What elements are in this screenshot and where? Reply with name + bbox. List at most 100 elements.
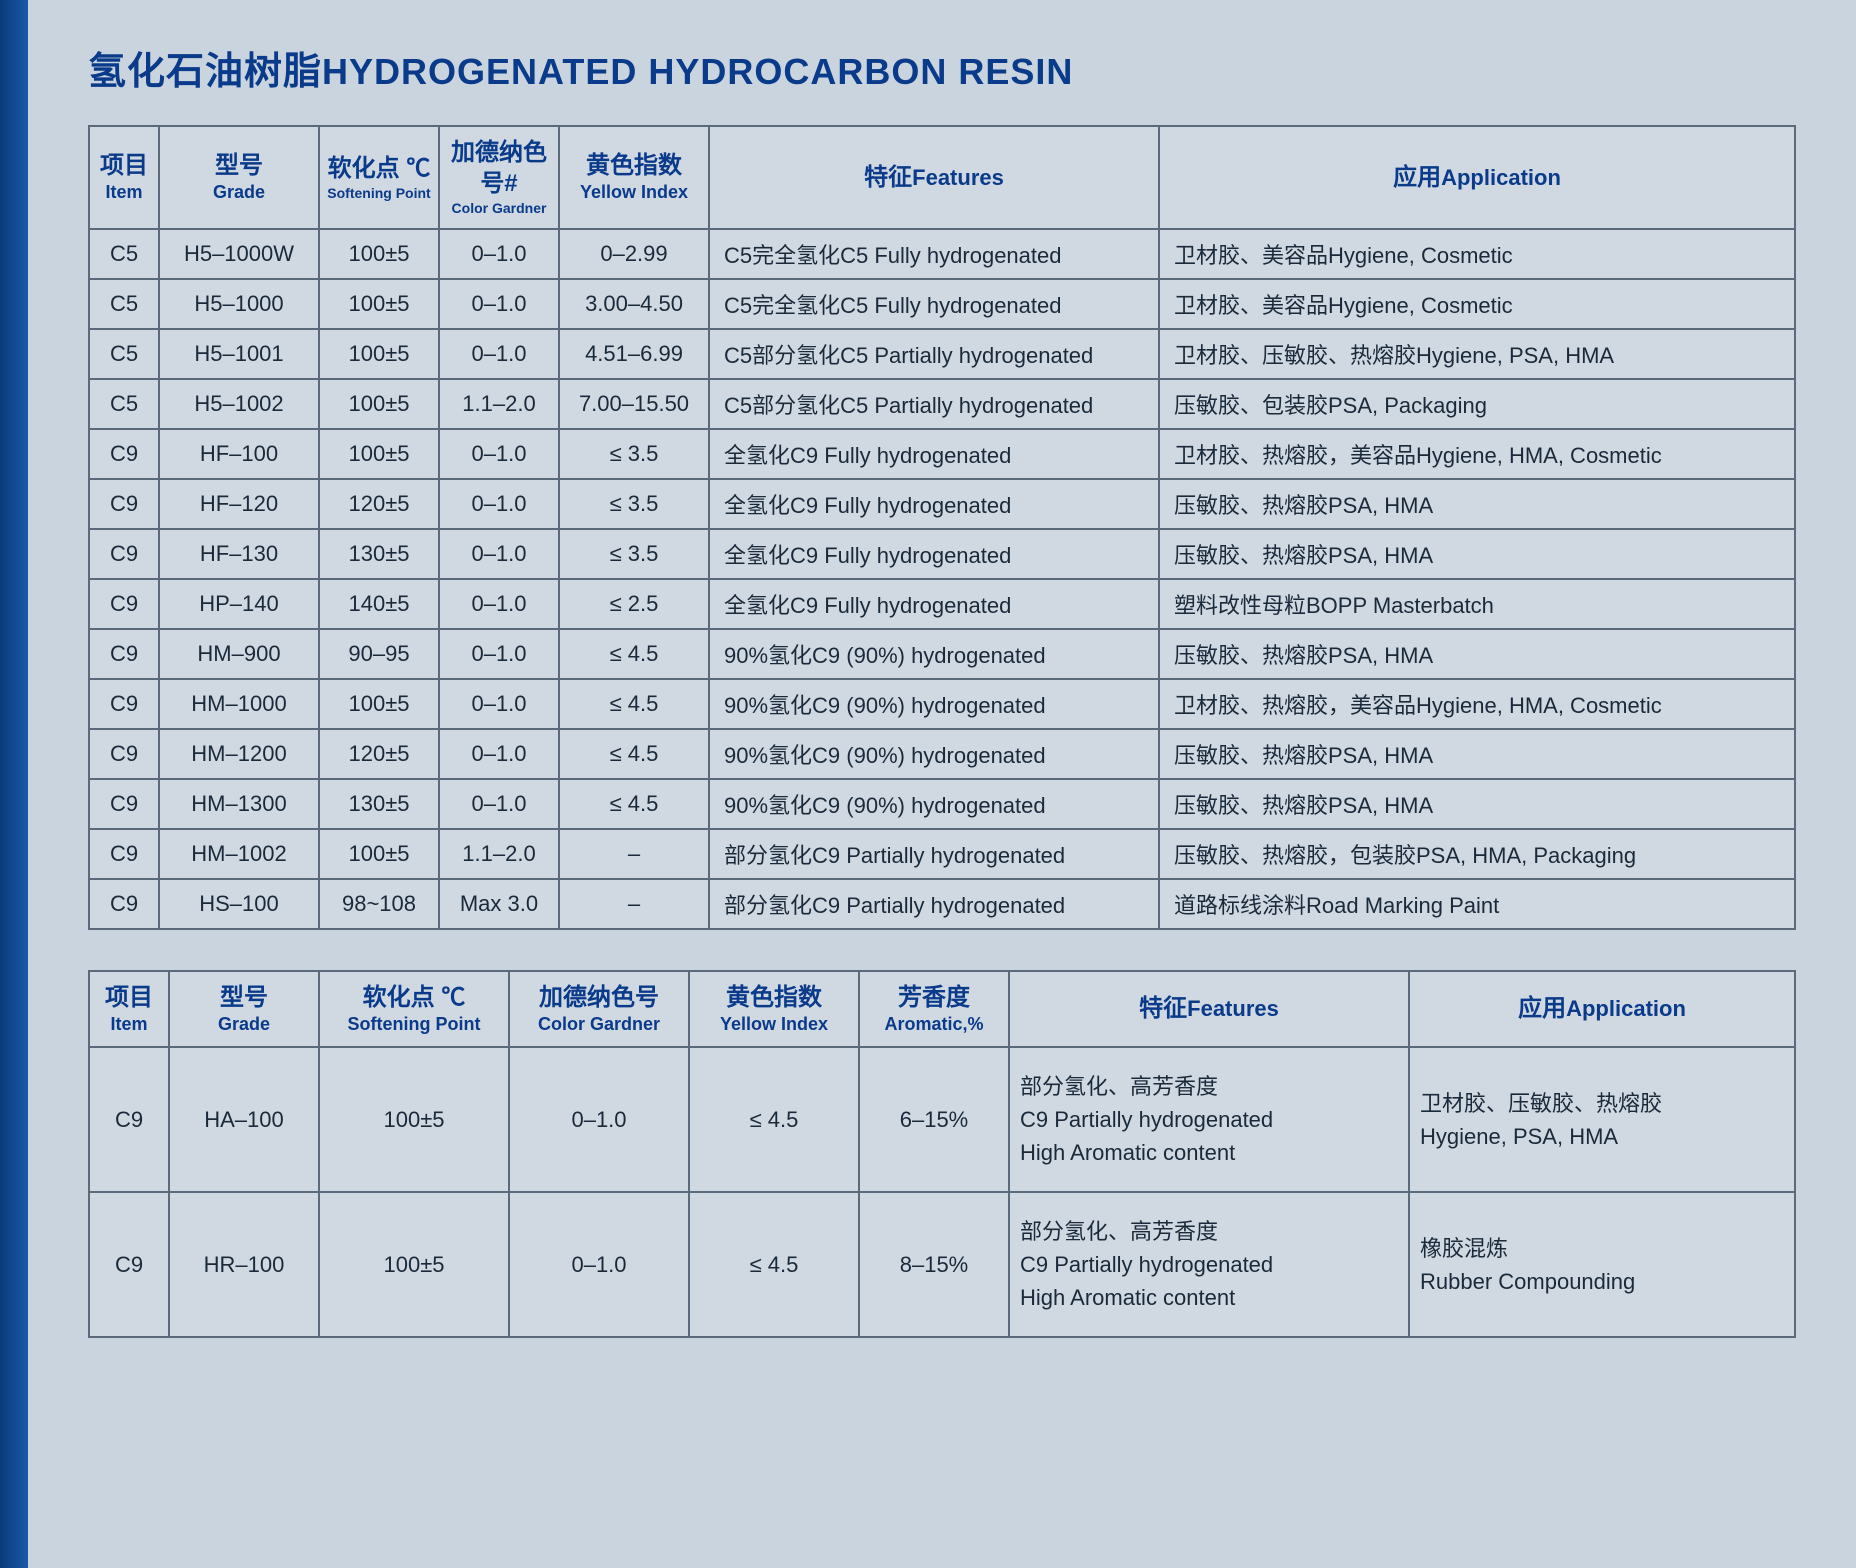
- table-row: C9HM–1200120±50–1.0≤ 4.590%氢化C9 (90%) hy…: [89, 729, 1795, 779]
- th-grade: 型号Grade: [159, 126, 319, 229]
- cell-yellow: ≤ 4.5: [559, 729, 709, 779]
- cell-arom: 8–15%: [859, 1192, 1009, 1337]
- cell-color: 0–1.0: [439, 279, 559, 329]
- cell-feat: 90%氢化C9 (90%) hydrogenated: [709, 729, 1159, 779]
- table-row: C9HP–140140±50–1.0≤ 2.5全氢化C9 Fully hydro…: [89, 579, 1795, 629]
- cell-app: 卫材胶、压敏胶、热熔胶Hygiene, PSA, HMA: [1159, 329, 1795, 379]
- cell-item: C9: [89, 829, 159, 879]
- cell-color: 0–1.0: [439, 429, 559, 479]
- cell-feat: 部分氢化C9 Partially hydrogenated: [709, 829, 1159, 879]
- cell-color: 0–1.0: [439, 629, 559, 679]
- th2-feat: 特征Features: [1009, 971, 1409, 1048]
- cell-color: 0–1.0: [439, 779, 559, 829]
- cell-app: 压敏胶、热熔胶PSA, HMA: [1159, 529, 1795, 579]
- cell-grade: HM–1200: [159, 729, 319, 779]
- cell-app: 卫材胶、美容品Hygiene, Cosmetic: [1159, 279, 1795, 329]
- cell-color: 0–1.0: [439, 579, 559, 629]
- cell-feat: 90%氢化C9 (90%) hydrogenated: [709, 679, 1159, 729]
- cell-feat: 部分氢化、高芳香度C9 Partially hydrogenatedHigh A…: [1009, 1192, 1409, 1337]
- cell-color: 0–1.0: [439, 229, 559, 279]
- cell-color: 1.1–2.0: [439, 379, 559, 429]
- cell-soft: 100±5: [319, 1192, 509, 1337]
- cell-soft: 100±5: [319, 829, 439, 879]
- cell-item: C9: [89, 629, 159, 679]
- table-row: C5H5–1002100±51.1–2.07.00–15.50C5部分氢化C5 …: [89, 379, 1795, 429]
- cell-grade: HM–1300: [159, 779, 319, 829]
- cell-yellow: ≤ 4.5: [559, 779, 709, 829]
- th2-soft: 软化点 ℃Softening Point: [319, 971, 509, 1048]
- table-row: C9HM–1000100±50–1.0≤ 4.590%氢化C9 (90%) hy…: [89, 679, 1795, 729]
- cell-feat: C5部分氢化C5 Partially hydrogenated: [709, 329, 1159, 379]
- cell-soft: 120±5: [319, 479, 439, 529]
- cell-item: C9: [89, 1192, 169, 1337]
- cell-color: 0–1.0: [439, 479, 559, 529]
- table-row: C9HR–100100±50–1.0≤ 4.58–15%部分氢化、高芳香度C9 …: [89, 1192, 1795, 1337]
- cell-soft: 100±5: [319, 229, 439, 279]
- cell-soft: 100±5: [319, 279, 439, 329]
- cell-item: C9: [89, 429, 159, 479]
- cell-yellow: ≤ 2.5: [559, 579, 709, 629]
- table-row: C5H5–1001100±50–1.04.51–6.99C5部分氢化C5 Par…: [89, 329, 1795, 379]
- cell-color: 0–1.0: [439, 329, 559, 379]
- th2-arom: 芳香度Aromatic,%: [859, 971, 1009, 1048]
- table2-header-row: 项目Item 型号Grade 软化点 ℃Softening Point 加德纳色…: [89, 971, 1795, 1048]
- table-row: C9HA–100100±50–1.0≤ 4.56–15%部分氢化、高芳香度C9 …: [89, 1047, 1795, 1192]
- cell-item: C5: [89, 379, 159, 429]
- table-row: C5H5–1000W100±50–1.00–2.99C5完全氢化C5 Fully…: [89, 229, 1795, 279]
- cell-feat: 部分氢化、高芳香度C9 Partially hydrogenatedHigh A…: [1009, 1047, 1409, 1192]
- cell-yellow: ≤ 3.5: [559, 529, 709, 579]
- cell-yellow: ≤ 4.5: [559, 629, 709, 679]
- cell-app: 压敏胶、热熔胶PSA, HMA: [1159, 629, 1795, 679]
- cell-feat: C5部分氢化C5 Partially hydrogenated: [709, 379, 1159, 429]
- cell-feat: 全氢化C9 Fully hydrogenated: [709, 529, 1159, 579]
- cell-item: C5: [89, 329, 159, 379]
- cell-app: 压敏胶、热熔胶PSA, HMA: [1159, 479, 1795, 529]
- table-row: C9HF–130130±50–1.0≤ 3.5全氢化C9 Fully hydro…: [89, 529, 1795, 579]
- cell-app: 卫材胶、压敏胶、热熔胶Hygiene, PSA, HMA: [1409, 1047, 1795, 1192]
- table-row: C9HM–90090–950–1.0≤ 4.590%氢化C9 (90%) hyd…: [89, 629, 1795, 679]
- cell-app: 卫材胶、美容品Hygiene, Cosmetic: [1159, 229, 1795, 279]
- table-row: C9HF–100100±50–1.0≤ 3.5全氢化C9 Fully hydro…: [89, 429, 1795, 479]
- resin-table-2: 项目Item 型号Grade 软化点 ℃Softening Point 加德纳色…: [88, 970, 1796, 1339]
- cell-yellow: 3.00–4.50: [559, 279, 709, 329]
- th-item: 项目Item: [89, 126, 159, 229]
- cell-app: 压敏胶、热熔胶PSA, HMA: [1159, 779, 1795, 829]
- cell-soft: 120±5: [319, 729, 439, 779]
- cell-feat: C5完全氢化C5 Fully hydrogenated: [709, 229, 1159, 279]
- cell-item: C9: [89, 779, 159, 829]
- cell-item: C9: [89, 729, 159, 779]
- cell-color: 0–1.0: [439, 679, 559, 729]
- th-app: 应用Application: [1159, 126, 1795, 229]
- cell-soft: 140±5: [319, 579, 439, 629]
- cell-yellow: 0–2.99: [559, 229, 709, 279]
- table-row: C9HM–1300130±50–1.0≤ 4.590%氢化C9 (90%) hy…: [89, 779, 1795, 829]
- cell-app: 道路标线涂料Road Marking Paint: [1159, 879, 1795, 929]
- cell-soft: 130±5: [319, 779, 439, 829]
- cell-item: C9: [89, 879, 159, 929]
- cell-yellow: 4.51–6.99: [559, 329, 709, 379]
- th2-grade: 型号Grade: [169, 971, 319, 1048]
- table-row: C9HF–120120±50–1.0≤ 3.5全氢化C9 Fully hydro…: [89, 479, 1795, 529]
- th-color: 加德纳色号#Color Gardner: [439, 126, 559, 229]
- cell-grade: HF–120: [159, 479, 319, 529]
- cell-grade: HM–900: [159, 629, 319, 679]
- cell-app: 卫材胶、热熔胶，美容品Hygiene, HMA, Cosmetic: [1159, 429, 1795, 479]
- left-stripe: [0, 0, 28, 1568]
- table-row: C5H5–1000100±50–1.03.00–4.50C5完全氢化C5 Ful…: [89, 279, 1795, 329]
- cell-grade: H5–1002: [159, 379, 319, 429]
- cell-item: C9: [89, 529, 159, 579]
- cell-feat: 部分氢化C9 Partially hydrogenated: [709, 879, 1159, 929]
- cell-feat: C5完全氢化C5 Fully hydrogenated: [709, 279, 1159, 329]
- cell-item: C5: [89, 279, 159, 329]
- page: 氢化石油树脂HYDROGENATED HYDROCARBON RESIN 项目I…: [28, 0, 1856, 1568]
- cell-yellow: –: [559, 829, 709, 879]
- cell-app: 塑料改性母粒BOPP Masterbatch: [1159, 579, 1795, 629]
- cell-feat: 全氢化C9 Fully hydrogenated: [709, 429, 1159, 479]
- resin-table-1: 项目Item 型号Grade 软化点 ℃Softening Point 加德纳色…: [88, 125, 1796, 930]
- cell-soft: 100±5: [319, 679, 439, 729]
- cell-color: 0–1.0: [509, 1047, 689, 1192]
- th2-item: 项目Item: [89, 971, 169, 1048]
- cell-app: 压敏胶、热熔胶PSA, HMA: [1159, 729, 1795, 779]
- title-cn: 氢化石油树脂: [88, 51, 322, 93]
- cell-soft: 100±5: [319, 1047, 509, 1192]
